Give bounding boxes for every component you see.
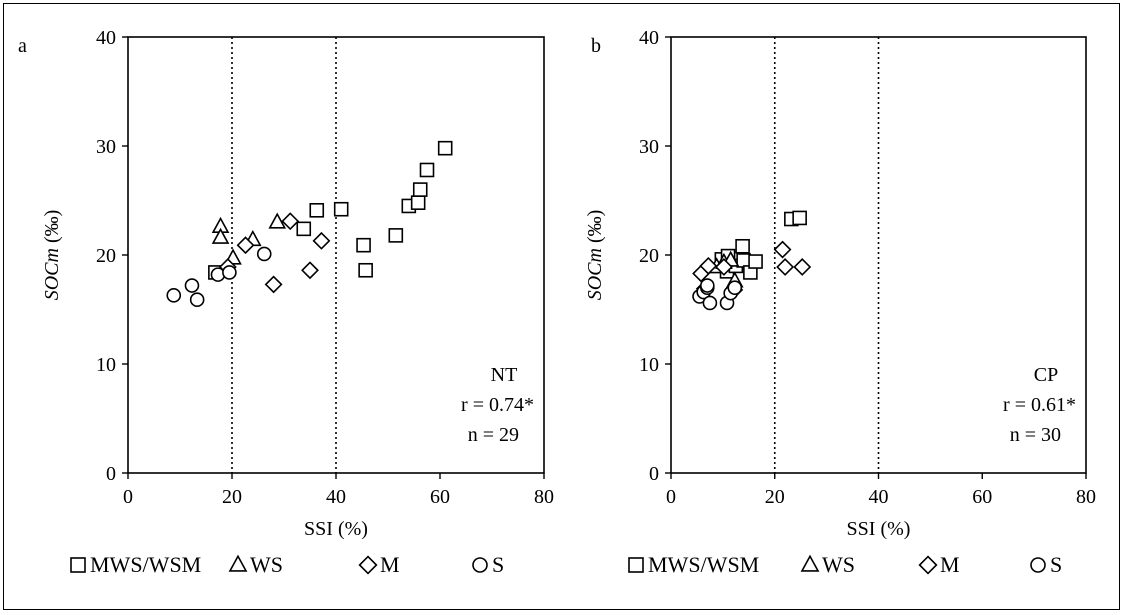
point-square [356, 237, 371, 253]
y-axis-label: SOCm (‰) [41, 210, 63, 301]
point-diamond [281, 212, 300, 231]
point-circle [166, 288, 182, 303]
point-diamond [773, 240, 792, 259]
y-tick-label: 30 [639, 136, 659, 158]
y-axis-label-unit: (‰) [584, 210, 606, 248]
x-axis-label: SSI (%) [847, 518, 911, 540]
x-tick-label: 20 [222, 486, 242, 508]
point-triangle [211, 227, 230, 244]
annotation-r: r = 0.61* [1003, 394, 1076, 416]
point-circle [702, 295, 718, 311]
point-diamond [699, 256, 718, 275]
y-tick-label: 20 [96, 245, 116, 267]
annotation-site: CP [1034, 364, 1058, 386]
x-tick-label: 0 [123, 486, 133, 508]
point-square [419, 162, 435, 178]
panel-b: 0 20 40 60 80 0 10 20 30 40 b SSI (%) SOCm (‰) CP r = … [584, 27, 1096, 540]
point-square [309, 203, 325, 218]
y-tick-label: 10 [96, 354, 116, 376]
legend-label: WS [822, 552, 855, 577]
point-circle [256, 246, 272, 262]
point-square [358, 262, 373, 278]
point-diamond [793, 258, 812, 276]
point-square [735, 238, 750, 254]
annotation-r: r = 0.74* [461, 394, 534, 416]
y-tick-label: 0 [106, 463, 116, 485]
legend-label: M [940, 552, 960, 577]
y-axis-label-var: SOCm [41, 248, 63, 300]
point-diamond [776, 258, 795, 276]
legend-label: M [380, 552, 400, 577]
point-diamond [714, 258, 733, 276]
point-diamond [312, 231, 331, 250]
y-axis-label-var: SOCm [584, 248, 606, 300]
legend-label: S [1050, 552, 1062, 577]
y-tick-label: 20 [639, 245, 659, 267]
y-tick-label: 10 [639, 354, 659, 376]
y-axis-label: SOCm (‰) [584, 210, 606, 301]
x-tick-label: 40 [326, 486, 346, 508]
x-tick-label: 20 [765, 486, 785, 508]
legend-label: MWS/WSM [648, 552, 759, 577]
y-tick-label: 0 [649, 463, 659, 485]
point-square [736, 253, 751, 268]
legend-marker-square [70, 557, 86, 573]
legend-marker-diamond [358, 555, 378, 575]
point-circle [727, 280, 743, 296]
point-circle [700, 278, 715, 293]
y-tick-label: 30 [96, 136, 116, 158]
y-tick-label: 40 [96, 27, 116, 49]
y-tick-label: 40 [639, 27, 659, 49]
legend-label: WS [250, 552, 283, 577]
point-square [388, 228, 404, 243]
x-tick-label: 40 [869, 486, 889, 508]
point-square [333, 201, 349, 217]
panel-letter: a [18, 35, 27, 57]
annotation-n: n = 29 [468, 424, 519, 446]
legend-a: MWS/WSM WS M S [70, 552, 504, 577]
y-axis-label-unit: (‰) [41, 210, 63, 248]
panel-a: 0 20 40 60 80 0 10 20 30 40 a SSI (%) SOCm (‰) NT r = … [18, 27, 554, 540]
legend-marker-triangle [228, 554, 248, 572]
legend-label: MWS/WSM [90, 552, 201, 577]
annotation-n: n = 30 [1010, 424, 1061, 446]
annotation-site: NT [491, 364, 518, 386]
legend-b: MWS/WSM WS M S [628, 552, 1062, 577]
point-square [748, 254, 763, 269]
point-square [792, 210, 807, 226]
x-tick-label: 80 [534, 486, 554, 508]
legend-marker-triangle [800, 554, 820, 572]
point-circle [184, 278, 200, 293]
point-circle [222, 265, 237, 280]
point-diamond [264, 275, 283, 294]
panel-letter: b [591, 35, 601, 57]
point-diamond [301, 261, 319, 280]
point-square [296, 221, 312, 237]
x-tick-label: 80 [1076, 486, 1096, 508]
point-triangle [268, 212, 287, 229]
point-circle [189, 292, 205, 307]
legend-marker-circle [1030, 557, 1046, 573]
point-square [412, 182, 428, 197]
legend-marker-square [628, 557, 644, 573]
x-axis-label: SSI (%) [304, 518, 368, 540]
point-square [437, 140, 453, 156]
figure-frame [3, 3, 1120, 610]
legend-marker-diamond [918, 555, 938, 575]
legend-marker-circle [472, 557, 488, 573]
legend-label: S [492, 552, 504, 577]
point-diamond [236, 236, 255, 255]
x-tick-label: 60 [430, 486, 450, 508]
x-tick-label: 60 [972, 486, 992, 508]
x-tick-label: 0 [666, 486, 676, 508]
point-square [410, 195, 426, 210]
